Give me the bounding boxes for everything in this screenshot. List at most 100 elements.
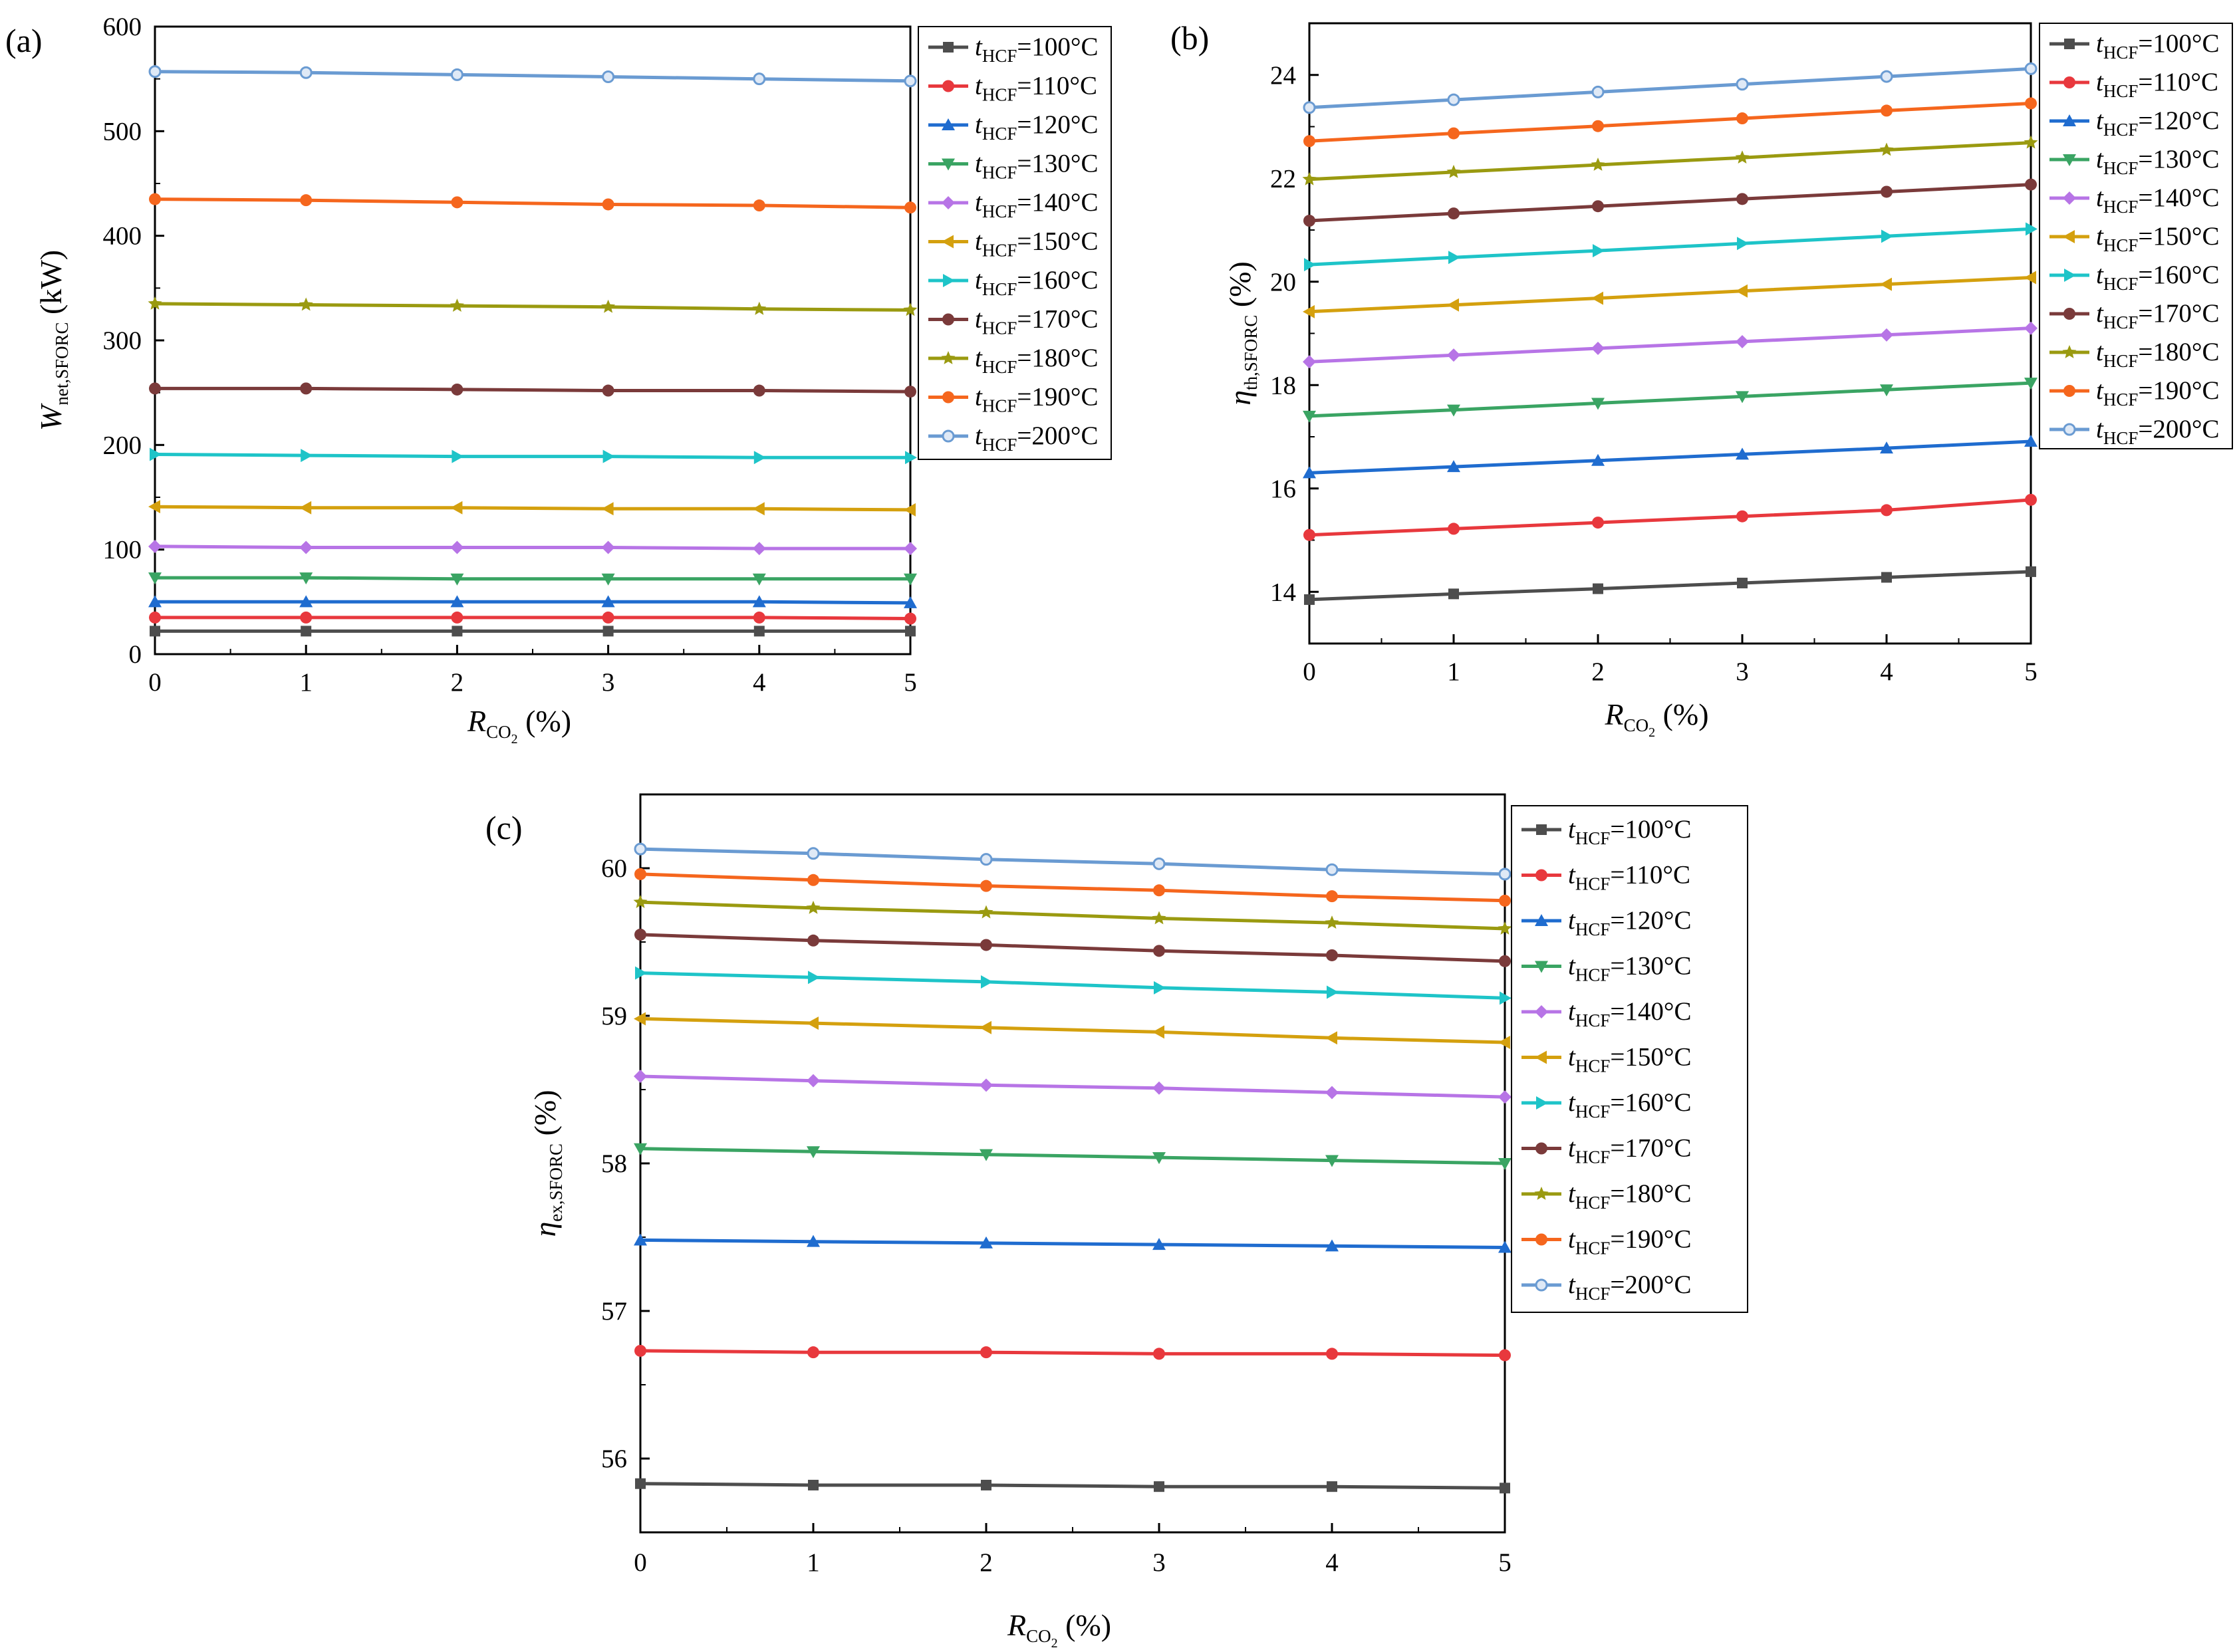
x-axis-label: RCO2 (%) (467, 704, 571, 747)
data-point (904, 386, 916, 398)
data-point (1881, 229, 1893, 243)
legend-entry-part: =200°C (1017, 421, 1098, 450)
data-point (1591, 453, 1605, 466)
legend-marker (1535, 1233, 1547, 1246)
data-point (1154, 1481, 1164, 1492)
legend-entry-part: t (975, 110, 983, 139)
legend-marker (1536, 824, 1547, 835)
plot-frame (154, 25, 912, 655)
legend-entry-part: HCF (2103, 351, 2139, 371)
legend-marker (942, 235, 954, 249)
data-point (1498, 1090, 1512, 1104)
data-point (807, 1346, 819, 1359)
x-tick-label: 2 (451, 668, 464, 697)
legend-entry-part: t (1568, 861, 1576, 889)
series-line (154, 505, 911, 512)
data-point (1736, 510, 1748, 523)
series-line (640, 1349, 1506, 1357)
legend-marker (943, 274, 955, 287)
legend-marker (2064, 269, 2076, 282)
data-point (1152, 1025, 1164, 1039)
series-line (155, 616, 911, 620)
legend-marker (1535, 1278, 1548, 1292)
legend-entry-part: =110°C (2138, 68, 2218, 96)
legend-entry-part: =180°C (2138, 338, 2219, 366)
data-point (148, 572, 162, 585)
y-tick-label: 60 (601, 854, 627, 883)
data-point (1325, 863, 1339, 876)
legend: tHCF=100°CtHCF=110°CtHCF=120°CtHCF=130°C… (2039, 23, 2233, 449)
series-150°C (148, 500, 916, 517)
data-point (980, 1346, 992, 1359)
legend-entry-part: HCF (982, 241, 1017, 261)
data-point (1736, 391, 1749, 404)
data-point (2024, 378, 2038, 390)
data-point (1447, 404, 1460, 417)
legend-marker (2063, 423, 2076, 436)
legend-entry-part: =190°C (2138, 376, 2219, 405)
series-100°C (150, 626, 916, 637)
series-150°C (634, 1012, 1510, 1049)
legend-entry-part: HCF (2103, 158, 2139, 178)
legend-entry: tHCF=110°C (975, 72, 1097, 105)
legend-entry-part: t (1568, 1134, 1576, 1163)
legend-entry-part: HCF (1575, 1193, 1611, 1213)
data-point (299, 540, 313, 554)
data-point (1591, 85, 1605, 98)
y-axis-label-part: (%) (528, 1090, 562, 1143)
legend-marker (2063, 230, 2075, 243)
x-tick-label: 4 (1325, 1548, 1339, 1577)
data-point (299, 572, 313, 585)
data-point (300, 611, 313, 624)
x-axis-label: RCO2 (%) (1007, 1608, 1111, 1651)
y-axis-label: ηth,SFORC (%) (1223, 261, 1261, 406)
legend-entry: tHCF=180°C (1568, 1179, 1691, 1213)
data-point (904, 201, 916, 214)
legend-entry: tHCF=100°C (2096, 29, 2219, 62)
legend-entry-part: HCF (2103, 120, 2139, 140)
legend-entry: tHCF=120°C (1568, 906, 1691, 939)
data-point (904, 503, 916, 517)
x-axis-label-part: (%) (518, 704, 571, 738)
series-110°C (1303, 493, 2037, 541)
series-130°C (1303, 378, 2038, 423)
data-point (148, 65, 162, 78)
data-point (1881, 185, 1893, 198)
data-point (1880, 328, 1893, 342)
data-point (1447, 348, 1460, 362)
data-point (634, 868, 646, 880)
x-tick-label: 4 (1880, 657, 1893, 686)
series-190°C (149, 193, 916, 214)
data-point (1592, 120, 1604, 132)
series-line (1309, 141, 2032, 181)
legend-entry-part: HCF (1575, 1010, 1611, 1030)
data-point (980, 939, 992, 951)
legend-entry-part: t (975, 150, 983, 178)
legend-entry-part: t (975, 344, 983, 372)
legend-entry: tHCF=120°C (975, 110, 1098, 144)
series-line (1309, 381, 2032, 418)
data-point (753, 626, 765, 637)
legend-entry-part: t (1568, 1179, 1576, 1208)
legend-marker (1535, 1142, 1547, 1155)
y-tick-label: 57 (601, 1297, 627, 1326)
data-point (1880, 277, 1892, 291)
data-point (2024, 434, 2038, 447)
legend-entry-part: t (1568, 815, 1576, 844)
legend-entry-part: =170°C (1610, 1134, 1691, 1163)
x-tick-label: 0 (634, 1548, 647, 1577)
x-axis-label-part: CO (1026, 1626, 1051, 1646)
legend-entry-part: t (1568, 997, 1576, 1026)
data-point (1880, 70, 1893, 83)
data-point (2024, 321, 2038, 335)
panel-label: (a) (5, 22, 43, 59)
series-line (1309, 439, 2032, 475)
legend-marker (2063, 114, 2076, 126)
y-axis-label-part: ex,SFORC (546, 1143, 566, 1222)
data-point (1325, 1155, 1339, 1167)
y-tick-label: 100 (103, 536, 142, 564)
series-160°C (150, 447, 917, 465)
legend-entry-part: =130°C (1610, 952, 1691, 981)
y-tick-label: 58 (601, 1149, 627, 1178)
